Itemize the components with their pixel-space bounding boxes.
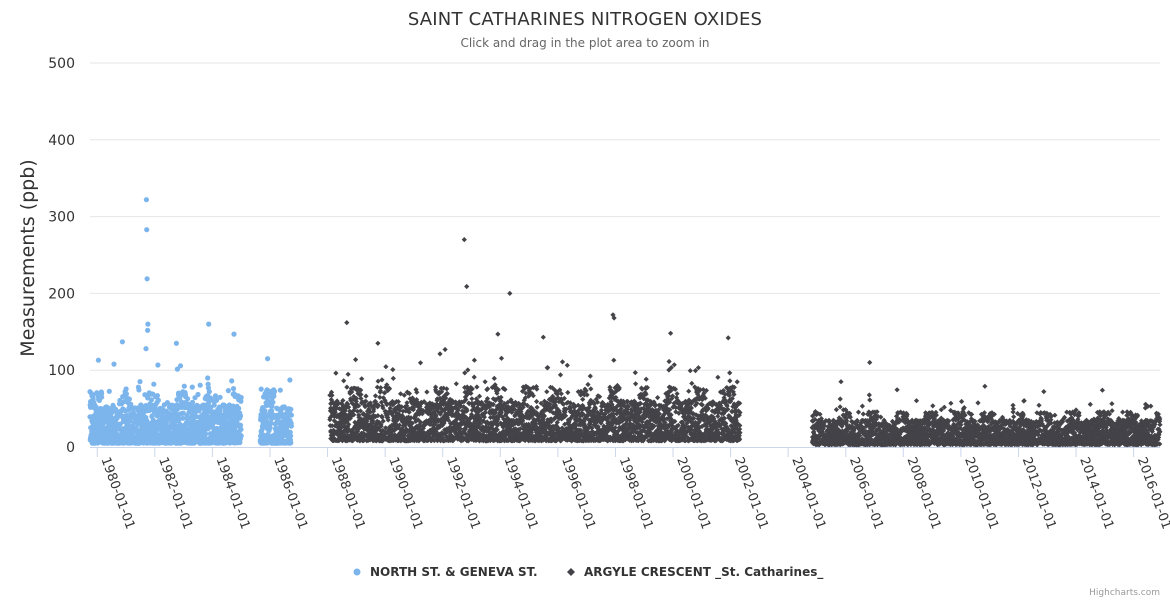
data-point[interactable] [177, 363, 184, 369]
data-point[interactable] [197, 382, 203, 388]
data-point[interactable] [126, 396, 132, 402]
data-point[interactable] [185, 396, 191, 402]
data-point[interactable] [144, 227, 150, 233]
data-point[interactable] [95, 357, 101, 363]
data-point[interactable] [137, 379, 143, 385]
data-point[interactable] [211, 402, 217, 408]
data-point[interactable] [217, 394, 223, 400]
data-point[interactable] [230, 386, 237, 392]
data-point[interactable] [90, 392, 96, 398]
y-axis-label: Measurements (ppb) [17, 159, 39, 356]
data-point[interactable] [203, 431, 209, 437]
data-point[interactable] [173, 340, 179, 346]
plot-area[interactable] [87, 197, 1163, 448]
y-tick-label: 100 [48, 363, 75, 379]
data-point[interactable] [267, 425, 273, 431]
data-point[interactable] [225, 388, 231, 394]
y-tick-label: 500 [48, 56, 75, 72]
data-point[interactable] [205, 375, 211, 381]
data-point[interactable] [271, 388, 278, 395]
data-point[interactable] [136, 387, 142, 393]
data-point[interactable] [144, 276, 150, 282]
data-point[interactable] [174, 366, 180, 372]
data-point[interactable] [151, 381, 157, 387]
data-point[interactable] [143, 346, 149, 352]
data-point[interactable] [164, 419, 170, 425]
data-point[interactable] [214, 397, 220, 403]
data-point[interactable] [145, 321, 151, 327]
data-point[interactable] [206, 389, 212, 395]
data-point[interactable] [180, 415, 186, 421]
chart-title: SAINT CATHARINES NITROGEN OXIDES [408, 9, 762, 30]
data-point[interactable] [106, 388, 112, 394]
data-point[interactable] [258, 386, 264, 392]
data-point[interactable] [237, 413, 244, 419]
data-point[interactable] [189, 384, 195, 390]
data-point[interactable] [206, 321, 212, 327]
chart-subtitle: Click and drag in the plot area to zoom … [460, 36, 709, 50]
data-point[interactable] [204, 413, 210, 419]
y-tick-label: 200 [48, 286, 75, 302]
data-point[interactable] [270, 399, 276, 405]
data-point[interactable] [238, 394, 244, 401]
data-point[interactable] [123, 386, 129, 392]
data-point[interactable] [181, 383, 187, 389]
y-gridlines [90, 62, 1160, 371]
y-axis-ticks: 0 100 200 300 400 500 [48, 56, 75, 456]
series-north-st [87, 197, 294, 446]
data-point[interactable] [145, 327, 151, 333]
data-point[interactable] [143, 197, 149, 203]
data-point[interactable] [172, 422, 178, 428]
data-point[interactable] [288, 440, 294, 446]
data-point[interactable] [155, 362, 161, 368]
data-point[interactable] [217, 407, 223, 413]
data-point[interactable] [277, 387, 283, 393]
data-point[interactable] [288, 406, 294, 412]
data-point[interactable] [231, 331, 237, 337]
data-point[interactable] [229, 378, 235, 384]
data-point[interactable] [271, 393, 277, 399]
data-point[interactable] [99, 391, 105, 397]
data-point[interactable] [154, 393, 160, 399]
y-tick-label: 0 [66, 440, 75, 456]
data-point[interactable] [288, 412, 294, 418]
data-point[interactable] [238, 433, 244, 439]
data-point[interactable] [287, 377, 293, 383]
data-point[interactable] [212, 393, 219, 399]
data-point[interactable] [119, 339, 125, 345]
y-tick-label: 400 [48, 133, 75, 149]
data-point[interactable] [148, 397, 154, 403]
data-point[interactable] [265, 356, 271, 362]
data-point[interactable] [288, 433, 294, 439]
data-point[interactable] [207, 405, 213, 411]
data-point[interactable] [111, 361, 117, 367]
data-point[interactable] [288, 423, 294, 429]
data-point[interactable] [155, 397, 161, 403]
data-point[interactable] [236, 405, 242, 412]
y-tick-label: 300 [48, 210, 75, 226]
data-point[interactable] [93, 404, 99, 410]
data-point[interactable] [238, 426, 244, 432]
data-point[interactable] [123, 391, 129, 397]
data-point[interactable] [195, 391, 201, 398]
data-point[interactable] [189, 399, 196, 405]
data-point[interactable] [180, 410, 186, 416]
